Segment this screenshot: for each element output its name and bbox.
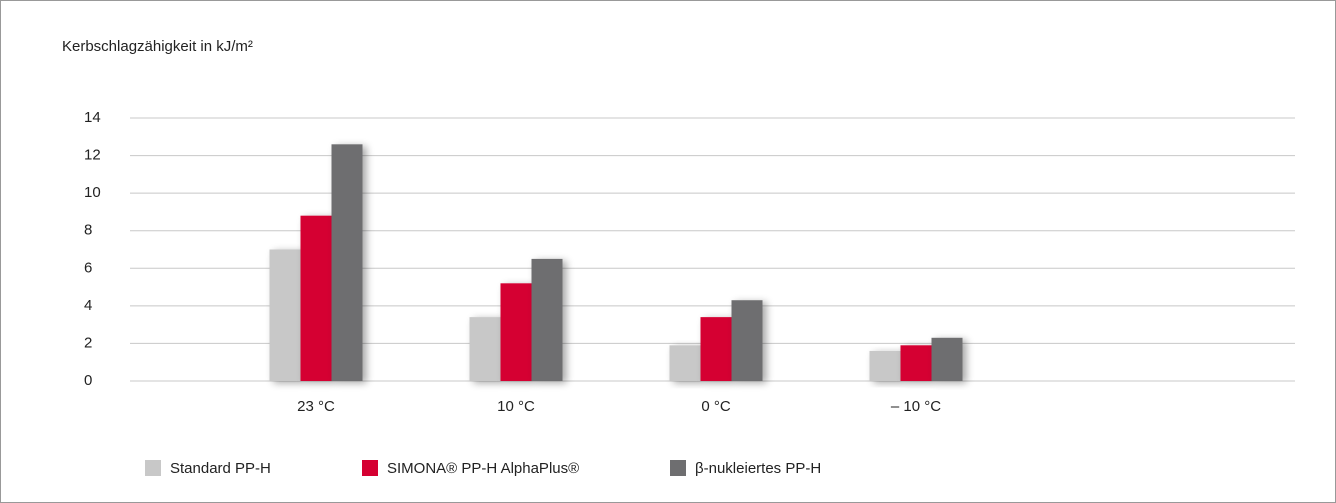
- legend-swatch: [670, 460, 686, 476]
- legend-swatch: [362, 460, 378, 476]
- x-tick-label: 0 °C: [701, 398, 731, 415]
- y-tick-label: 8: [84, 222, 92, 239]
- x-tick-label: – 10 °C: [891, 398, 941, 415]
- legend-swatch: [145, 460, 161, 476]
- bar: [700, 317, 732, 381]
- legend-label: SIMONA® PP-H AlphaPlus®: [387, 460, 579, 477]
- bar: [269, 249, 301, 381]
- y-axis-label: Kerbschlagzähigkeit in kJ/m²: [62, 38, 253, 55]
- legend-label: Standard PP-H: [170, 460, 271, 477]
- bar: [669, 345, 701, 381]
- y-tick-label: 12: [84, 147, 101, 164]
- bar: [300, 215, 332, 381]
- bar: [900, 345, 932, 381]
- bar: [469, 317, 501, 381]
- bar: [731, 300, 763, 381]
- bar: [931, 337, 963, 381]
- y-tick-label: 14: [84, 109, 101, 126]
- x-tick-label: 10 °C: [497, 398, 535, 415]
- y-tick-label: 0: [84, 372, 92, 389]
- bar: [331, 144, 363, 381]
- bar: [869, 350, 901, 381]
- x-tick-label: 23 °C: [297, 398, 335, 415]
- bar: [531, 258, 563, 381]
- y-tick-label: 4: [84, 297, 92, 314]
- y-tick-label: 2: [84, 334, 92, 351]
- legend-label: β-nukleiertes PP-H: [695, 460, 821, 477]
- bar: [500, 283, 532, 381]
- y-tick-label: 6: [84, 259, 92, 276]
- y-tick-label: 10: [84, 184, 101, 201]
